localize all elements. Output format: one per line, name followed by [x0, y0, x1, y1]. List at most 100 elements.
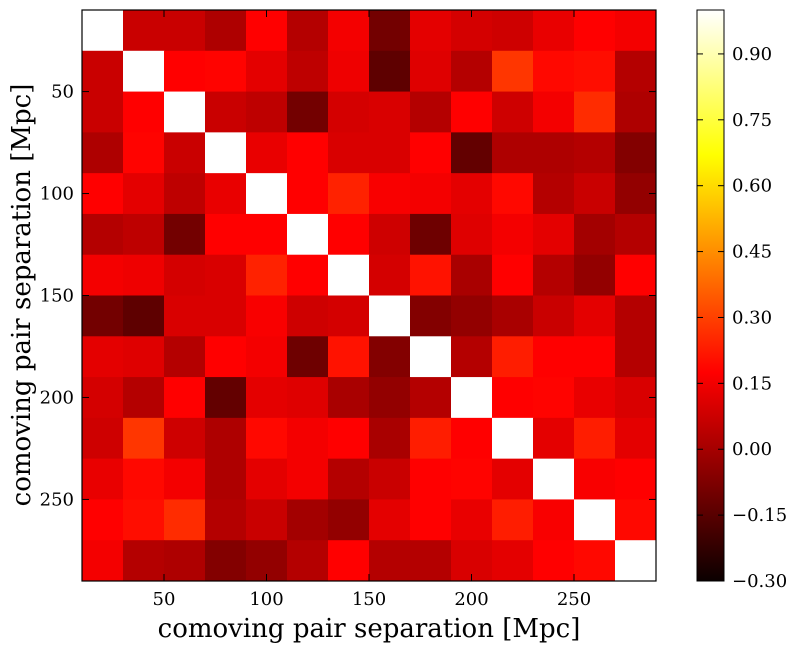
- heatmap-cell: [369, 417, 411, 460]
- heatmap-cell: [410, 50, 452, 93]
- heatmap-cell: [492, 377, 534, 419]
- heatmap-cell: [246, 91, 288, 133]
- heatmap-cell: [123, 10, 165, 52]
- heatmap-cell: [164, 213, 206, 256]
- heatmap-cell: [82, 540, 124, 582]
- heatmap-cell: [287, 213, 329, 256]
- heatmap-cell: [451, 213, 493, 256]
- heatmap-cell: [82, 295, 124, 337]
- colorbar-tick-label: 0.75: [732, 110, 772, 131]
- heatmap-cell: [574, 10, 616, 52]
- heatmap-cell: [369, 50, 411, 93]
- heatmap-cell: [246, 336, 288, 378]
- heatmap-cell: [574, 540, 616, 582]
- heatmap-cell: [574, 295, 616, 337]
- heatmap-cell: [492, 417, 534, 460]
- heatmap-cell: [410, 458, 452, 500]
- heatmap-cell: [615, 10, 657, 52]
- heatmap-cell: [533, 50, 575, 93]
- y-tick-label: 50: [51, 82, 74, 103]
- heatmap-cell: [533, 336, 575, 378]
- heatmap-cell: [328, 295, 370, 337]
- x-tick-label: 250: [557, 589, 591, 610]
- heatmap-cell: [246, 254, 288, 296]
- heatmap-cell: [287, 377, 329, 419]
- colorbar-tick-label: 0.15: [732, 373, 772, 394]
- heatmap-cell: [82, 417, 124, 460]
- heatmap-cell: [205, 417, 247, 460]
- heatmap-cell: [533, 173, 575, 215]
- y-tick-label: 150: [40, 286, 74, 307]
- heatmap-cell: [164, 499, 206, 541]
- colorbar-ticks: 0.90 0.75 0.60 0.45 0.30 0.15 0.00 −0.15 −0.30: [697, 44, 787, 592]
- heatmap-cell: [205, 10, 247, 52]
- heatmap-cell: [82, 213, 124, 256]
- heatmap-cell: [164, 417, 206, 460]
- colorbar-tick-label: −0.30: [732, 571, 787, 592]
- heatmap-cell: [451, 458, 493, 500]
- heatmap-cell: [492, 540, 534, 582]
- heatmap-cell: [123, 417, 165, 460]
- heatmap-cell: [205, 91, 247, 133]
- heatmap-cell: [615, 50, 657, 93]
- heatmap-cell: [492, 132, 534, 174]
- heatmap-cell: [533, 10, 575, 52]
- heatmap-cell: [328, 540, 370, 582]
- heatmap-cell: [533, 295, 575, 337]
- heatmap-cell: [369, 91, 411, 133]
- heatmap-cell: [533, 132, 575, 174]
- heatmap-cell: [123, 173, 165, 215]
- heatmap-cell: [492, 173, 534, 215]
- x-axis-label: comoving pair separation [Mpc]: [158, 614, 581, 644]
- heatmap-cell: [369, 458, 411, 500]
- heatmap-cell: [410, 295, 452, 337]
- heatmap-cell: [328, 50, 370, 93]
- x-tick-label: 150: [352, 589, 386, 610]
- heatmap-cell: [205, 295, 247, 337]
- heatmap-cell: [82, 91, 124, 133]
- heatmap-cell: [615, 458, 657, 500]
- heatmap-cell: [123, 336, 165, 378]
- heatmap-cell: [205, 377, 247, 419]
- heatmap-cell: [205, 336, 247, 378]
- heatmap-cell: [123, 295, 165, 337]
- heatmap-cell: [246, 173, 288, 215]
- heatmap-cell: [123, 540, 165, 582]
- colorbar-tick-label: 0.90: [732, 44, 772, 65]
- heatmap-cell: [287, 336, 329, 378]
- x-tick-label: 200: [454, 589, 488, 610]
- heatmap-cell: [205, 50, 247, 93]
- heatmap-cell: [164, 336, 206, 378]
- heatmap-cell: [246, 458, 288, 500]
- x-axis-ticks: 50 100 150 200 250: [153, 10, 591, 610]
- heatmap-cell: [615, 417, 657, 460]
- heatmap-cell: [410, 417, 452, 460]
- heatmap-cell: [574, 254, 616, 296]
- heatmap-cell: [410, 132, 452, 174]
- heatmap-cell: [164, 254, 206, 296]
- heatmap-cell: [574, 213, 616, 256]
- heatmap-cell: [164, 173, 206, 215]
- heatmap-cell: [615, 91, 657, 133]
- heatmap-cell: [574, 458, 616, 500]
- heatmap-cell: [451, 50, 493, 93]
- heatmap-cell: [328, 132, 370, 174]
- heatmap-cell: [451, 132, 493, 174]
- heatmap-cell: [410, 213, 452, 256]
- heatmap-cell: [369, 377, 411, 419]
- heatmap-cell: [615, 540, 657, 582]
- heatmap-cell: [410, 540, 452, 582]
- heatmap-cell: [123, 458, 165, 500]
- heatmap-cell: [615, 254, 657, 296]
- heatmap-cell: [205, 213, 247, 256]
- heatmap-cell: [492, 50, 534, 93]
- heatmap-cell: [287, 295, 329, 337]
- heatmap-cell: [451, 499, 493, 541]
- heatmap-cell: [287, 173, 329, 215]
- y-tick-label: 100: [40, 184, 74, 205]
- heatmap-cell: [451, 377, 493, 419]
- heatmap-cell: [492, 458, 534, 500]
- heatmap-cell: [410, 91, 452, 133]
- heatmap-cell: [328, 173, 370, 215]
